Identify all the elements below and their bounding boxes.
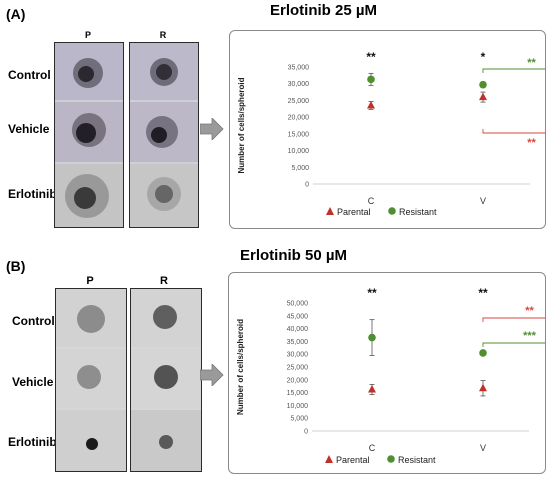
panel-b-label: (B) — [6, 258, 26, 274]
y-tick-label: 10,000 — [288, 148, 310, 155]
y-tick-label: 10,000 — [287, 403, 309, 410]
data-point-resistant — [479, 80, 487, 89]
panel-b-photo-column-p — [55, 288, 127, 472]
legend-label: Resistant — [398, 455, 436, 465]
significance-label: ** — [478, 286, 488, 300]
spheroid-image — [131, 410, 201, 471]
panel-b-col-p: P — [86, 275, 94, 287]
y-axis-label: Number of cells/spheroid — [236, 319, 245, 415]
spheroid-image — [130, 43, 198, 100]
legend-label: Parental — [337, 207, 371, 217]
panel-a-photo-column-r — [129, 42, 199, 228]
y-tick-label: 25,000 — [288, 98, 310, 105]
spheroid-image — [56, 289, 126, 347]
panel-a-row-control: Control — [8, 68, 51, 82]
legend-marker-circle — [387, 455, 395, 463]
legend-marker-triangle — [325, 455, 333, 463]
significance-bracket — [482, 342, 550, 347]
y-tick-label: 20,000 — [288, 115, 310, 122]
significance-label: ** — [527, 137, 536, 149]
y-tick-label: 25,000 — [287, 365, 309, 372]
panel-b-row-erlotinib: Erlotinib — [8, 435, 57, 449]
x-tick-label: V — [480, 443, 486, 453]
data-point-resistant — [368, 333, 376, 342]
legend-marker-triangle — [326, 207, 334, 215]
significance-label: ** — [525, 305, 534, 317]
legend-label: Parental — [336, 455, 370, 465]
panel-b-row-control: Control — [12, 314, 55, 328]
y-tick-label: 30,000 — [287, 352, 309, 359]
y-tick-label: 45,000 — [287, 313, 309, 320]
spheroid-image — [55, 102, 123, 162]
y-axis-label: Number of cells/spheroid — [237, 77, 246, 173]
spheroid-image — [130, 102, 198, 162]
y-tick-label: 15,000 — [287, 390, 309, 397]
panel-a-col-r: R — [159, 30, 167, 40]
chart-b: Number of cells/spheroid 0 5,000 10,000 15,0… — [236, 286, 550, 465]
panel-a-row-erlotinib: Erlotinib — [8, 187, 57, 201]
arrow-right-icon — [200, 364, 224, 386]
x-tick-label: V — [480, 196, 486, 206]
panel-b-col-r: R — [160, 275, 168, 287]
data-point-parental — [368, 385, 376, 393]
data-point-resistant — [367, 75, 375, 84]
data-point-parental — [479, 383, 487, 392]
y-tick-label: 50,000 — [287, 301, 309, 308]
spheroid-image — [131, 289, 201, 347]
panel-a-photo-column-p — [54, 42, 124, 228]
data-point-resistant — [479, 349, 487, 357]
spheroid-image — [55, 43, 123, 100]
data-point-parental — [479, 92, 487, 101]
chart-a: Number of cells/spheroid 0 5,000 10,000 15,0… — [237, 50, 550, 217]
y-tick-label: 20,000 — [287, 377, 309, 384]
significance-label: *** — [523, 330, 537, 342]
x-tick-label: C — [368, 196, 375, 206]
y-tick-label: 40,000 — [287, 326, 309, 333]
significance-label: ** — [367, 286, 377, 300]
spheroid-image — [56, 349, 126, 408]
significance-bracket — [482, 68, 550, 73]
legend-label: Resistant — [399, 207, 437, 217]
chart-a-frame: Number of cells/spheroid 0 5,000 10,000 15,0… — [229, 30, 550, 229]
arrow-right-icon — [200, 118, 224, 140]
y-tick-label: 5,000 — [291, 165, 309, 172]
y-tick-label: 0 — [305, 182, 309, 189]
significance-label: ** — [527, 57, 536, 69]
panel-a-row-vehicle: Vehicle — [8, 122, 50, 136]
legend-marker-circle — [388, 207, 396, 215]
data-point-parental — [367, 100, 375, 109]
y-tick-label: 5,000 — [290, 416, 308, 423]
panel-a-title: Erlotinib 25 µM — [270, 2, 377, 19]
panel-b-title: Erlotinib 50 µM — [240, 247, 347, 264]
panel-b-row-vehicle: Vehicle — [12, 375, 54, 389]
y-tick-label: 0 — [304, 429, 308, 436]
panel-a-col-p: P — [84, 30, 91, 40]
chart-b-frame: Number of cells/spheroid 0 5,000 10,000 15,0… — [228, 272, 550, 474]
x-tick-label: C — [369, 443, 376, 453]
y-tick-label: 30,000 — [288, 81, 310, 88]
spheroid-image — [130, 164, 198, 227]
y-tick-label: 35,000 — [287, 339, 309, 346]
significance-bracket — [482, 317, 550, 322]
y-tick-label: 35,000 — [288, 65, 310, 72]
panel-a-label: (A) — [6, 6, 26, 22]
spheroid-image — [56, 410, 126, 471]
spheroid-image — [55, 164, 123, 227]
significance-label: * — [481, 50, 486, 64]
y-tick-label: 15,000 — [288, 131, 310, 138]
significance-label: ** — [366, 50, 376, 64]
panel-b-photo-column-r — [130, 288, 202, 472]
spheroid-image — [131, 349, 201, 408]
significance-bracket — [482, 129, 550, 134]
